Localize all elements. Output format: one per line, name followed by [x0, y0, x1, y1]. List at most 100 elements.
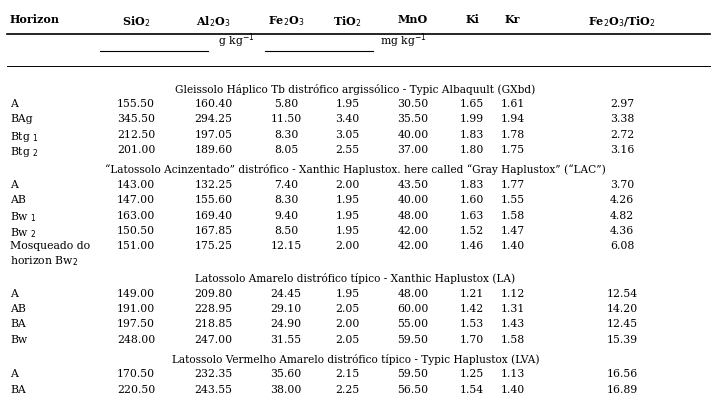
Text: SiO$_2$: SiO$_2$ [122, 14, 150, 29]
Text: Bw: Bw [10, 335, 27, 345]
Text: 2.25: 2.25 [335, 385, 360, 395]
Text: 228.95: 228.95 [195, 304, 232, 314]
Text: 16.89: 16.89 [606, 385, 638, 395]
Text: 248.00: 248.00 [117, 335, 155, 345]
Text: mg kg$^{-1}$: mg kg$^{-1}$ [380, 31, 427, 50]
Text: 3.70: 3.70 [610, 180, 634, 190]
Text: 218.85: 218.85 [195, 320, 232, 330]
Text: Bw $_{2}$: Bw $_{2}$ [10, 226, 37, 240]
Text: 149.00: 149.00 [117, 289, 155, 299]
Text: 8.50: 8.50 [274, 226, 299, 236]
Text: A: A [10, 99, 18, 109]
Text: AB: AB [10, 304, 26, 314]
Text: 1.31: 1.31 [501, 304, 525, 314]
Text: 60.00: 60.00 [397, 304, 429, 314]
Text: 4.26: 4.26 [610, 195, 634, 205]
Text: MnO: MnO [398, 14, 428, 25]
Text: 143.00: 143.00 [117, 180, 155, 190]
Text: 16.56: 16.56 [606, 370, 638, 380]
Text: 147.00: 147.00 [117, 195, 155, 205]
Text: 1.95: 1.95 [336, 210, 359, 221]
Text: Fe$_2$O$_3$: Fe$_2$O$_3$ [268, 14, 304, 28]
Text: 40.00: 40.00 [397, 130, 429, 140]
Text: TiO$_2$: TiO$_2$ [333, 14, 362, 29]
Text: 31.55: 31.55 [271, 335, 301, 345]
Text: 5.80: 5.80 [274, 99, 299, 109]
Text: 1.61: 1.61 [501, 99, 525, 109]
Text: 345.50: 345.50 [117, 114, 155, 124]
Text: 2.72: 2.72 [610, 130, 634, 140]
Text: Ki: Ki [465, 14, 479, 25]
Text: 38.00: 38.00 [270, 385, 302, 395]
Text: 48.00: 48.00 [397, 210, 429, 221]
Text: 8.30: 8.30 [274, 130, 299, 140]
Text: 2.97: 2.97 [610, 99, 634, 109]
Text: 150.50: 150.50 [117, 226, 155, 236]
Text: 1.40: 1.40 [501, 385, 525, 395]
Text: 1.80: 1.80 [460, 145, 484, 155]
Text: 59.50: 59.50 [397, 335, 429, 345]
Text: 1.95: 1.95 [336, 99, 359, 109]
Text: 1.43: 1.43 [501, 320, 525, 330]
Text: 12.45: 12.45 [606, 320, 638, 330]
Text: 1.65: 1.65 [460, 99, 484, 109]
Text: 1.40: 1.40 [501, 241, 525, 251]
Text: 197.50: 197.50 [117, 320, 155, 330]
Text: 59.50: 59.50 [397, 370, 429, 380]
Text: 35.50: 35.50 [397, 114, 429, 124]
Text: 12.15: 12.15 [271, 241, 301, 251]
Text: Mosqueado do: Mosqueado do [10, 241, 90, 251]
Text: 37.00: 37.00 [397, 145, 429, 155]
Text: 8.05: 8.05 [274, 145, 299, 155]
Text: 9.40: 9.40 [274, 210, 298, 221]
Text: g kg$^{-1}$: g kg$^{-1}$ [218, 31, 255, 50]
Text: 6.08: 6.08 [610, 241, 634, 251]
Text: 1.83: 1.83 [460, 130, 484, 140]
Text: 160.40: 160.40 [195, 99, 232, 109]
Text: 132.25: 132.25 [195, 180, 232, 190]
Text: 1.25: 1.25 [460, 370, 484, 380]
Text: Horizon: Horizon [10, 14, 60, 25]
Text: 8.30: 8.30 [274, 195, 299, 205]
Text: 24.90: 24.90 [271, 320, 301, 330]
Text: 1.95: 1.95 [336, 226, 359, 236]
Text: 40.00: 40.00 [397, 195, 429, 205]
Text: 56.50: 56.50 [397, 385, 429, 395]
Text: A: A [10, 180, 18, 190]
Text: 29.10: 29.10 [271, 304, 301, 314]
Text: 1.83: 1.83 [460, 180, 484, 190]
Text: BAg: BAg [10, 114, 33, 124]
Text: 1.99: 1.99 [460, 114, 484, 124]
Text: 1.54: 1.54 [460, 385, 484, 395]
Text: 1.55: 1.55 [501, 195, 525, 205]
Text: 232.35: 232.35 [195, 370, 232, 380]
Text: Latossolo Amarelo distrófico típico - Xanthic Haplustox (LA): Latossolo Amarelo distrófico típico - Xa… [196, 273, 515, 284]
Text: 191.00: 191.00 [117, 304, 155, 314]
Text: 1.95: 1.95 [336, 289, 359, 299]
Text: 1.21: 1.21 [460, 289, 484, 299]
Text: 11.50: 11.50 [271, 114, 301, 124]
Text: 1.60: 1.60 [460, 195, 484, 205]
Text: Kr: Kr [505, 14, 520, 25]
Text: 3.16: 3.16 [610, 145, 634, 155]
Text: AB: AB [10, 195, 26, 205]
Text: 35.60: 35.60 [271, 370, 301, 380]
Text: BA: BA [10, 385, 26, 395]
Text: 220.50: 220.50 [117, 385, 155, 395]
Text: horizon Bw$_{2}$: horizon Bw$_{2}$ [10, 254, 78, 268]
Text: 15.39: 15.39 [606, 335, 638, 345]
Text: 2.00: 2.00 [335, 241, 360, 251]
Text: 42.00: 42.00 [397, 226, 429, 236]
Text: 2.15: 2.15 [335, 370, 360, 380]
Text: 48.00: 48.00 [397, 289, 429, 299]
Text: 1.77: 1.77 [501, 180, 525, 190]
Text: 1.53: 1.53 [460, 320, 484, 330]
Text: 2.05: 2.05 [335, 304, 360, 314]
Text: 14.20: 14.20 [606, 304, 638, 314]
Text: A: A [10, 289, 18, 299]
Text: 7.40: 7.40 [274, 180, 298, 190]
Text: 163.00: 163.00 [117, 210, 155, 221]
Text: Btg $_{1}$: Btg $_{1}$ [10, 130, 39, 144]
Text: 212.50: 212.50 [117, 130, 155, 140]
Text: 1.75: 1.75 [501, 145, 525, 155]
